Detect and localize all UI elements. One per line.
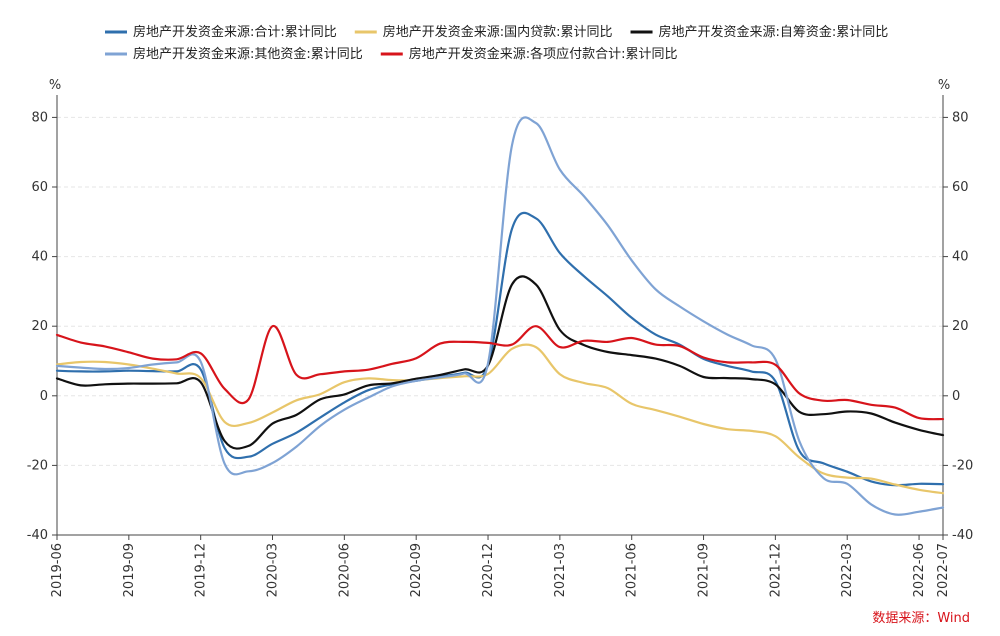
x-tick-label: 2022-07 (936, 543, 951, 597)
y-tick-label-right: -20 (952, 458, 973, 473)
x-tick-label: 2019-06 (50, 543, 65, 597)
y-tick-label-left: -20 (27, 458, 48, 473)
x-tick-labels: 2019-06 2019-09 2019-12 2020-03 2020-06 2020-… (50, 535, 951, 597)
x-tick-label: 2021-06 (625, 543, 640, 597)
series-lines (55, 116, 945, 516)
y-tick-label-left: -40 (27, 528, 48, 543)
y-tick-label-left: 80 (31, 110, 48, 125)
y-tick-label-left: 20 (31, 319, 48, 334)
left-y-unit: % (49, 78, 61, 93)
legend-label: 房地产开发资金来源:合计:累计同比 (133, 24, 337, 40)
x-tick-label: 2019-12 (194, 543, 209, 597)
x-tick-label: 2021-12 (768, 543, 783, 597)
x-tick-label: 2019-09 (122, 543, 137, 597)
y-tick-label-left: 0 (40, 389, 48, 404)
legend: 房地产开发资金来源:合计:累计同比 房地产开发资金来源:国内贷款:累计同比 房地产开… (105, 24, 888, 62)
y-tick-label-right: 80 (952, 110, 969, 125)
y-tick-label-right: 20 (952, 319, 969, 334)
x-tick-label: 2022-06 (912, 543, 927, 597)
right-y-unit: % (938, 78, 950, 93)
y-tick-labels: -40 -40 -20 -20 0 0 20 20 40 40 60 60 80 80 (27, 110, 973, 543)
y-tick-label-right: -40 (952, 528, 973, 543)
x-tick-label: 2020-09 (409, 543, 424, 597)
legend-label: 房地产开发资金来源:自筹资金:累计同比 (659, 24, 889, 40)
x-tick-label: 2022-03 (840, 543, 855, 597)
y-tick-label-right: 40 (952, 250, 969, 265)
y-tick-label-right: 60 (952, 180, 969, 195)
series-line-2 (55, 343, 945, 495)
x-tick-label: 2020-03 (266, 543, 281, 597)
data-source: 数据来源：Wind (872, 611, 970, 626)
legend-label: 房地产开发资金来源:国内贷款:累计同比 (383, 24, 613, 40)
y-tick-label-left: 40 (31, 250, 48, 265)
x-tick-label: 2021-03 (553, 543, 568, 597)
series-line-5 (55, 325, 945, 421)
axes (56, 95, 944, 536)
x-tick-label: 2021-09 (697, 543, 712, 597)
x-tick-label: 2020-06 (337, 543, 352, 597)
y-tick-label-right: 0 (952, 389, 960, 404)
series-line-4 (55, 116, 945, 516)
legend-label: 房地产开发资金来源:其他资金:累计同比 (133, 46, 363, 62)
x-tick-label: 2020-12 (481, 543, 496, 597)
y-tick-label-left: 60 (31, 180, 48, 195)
series-line-3 (55, 275, 945, 450)
legend-label: 房地产开发资金来源:各项应付款合计:累计同比 (409, 46, 678, 62)
